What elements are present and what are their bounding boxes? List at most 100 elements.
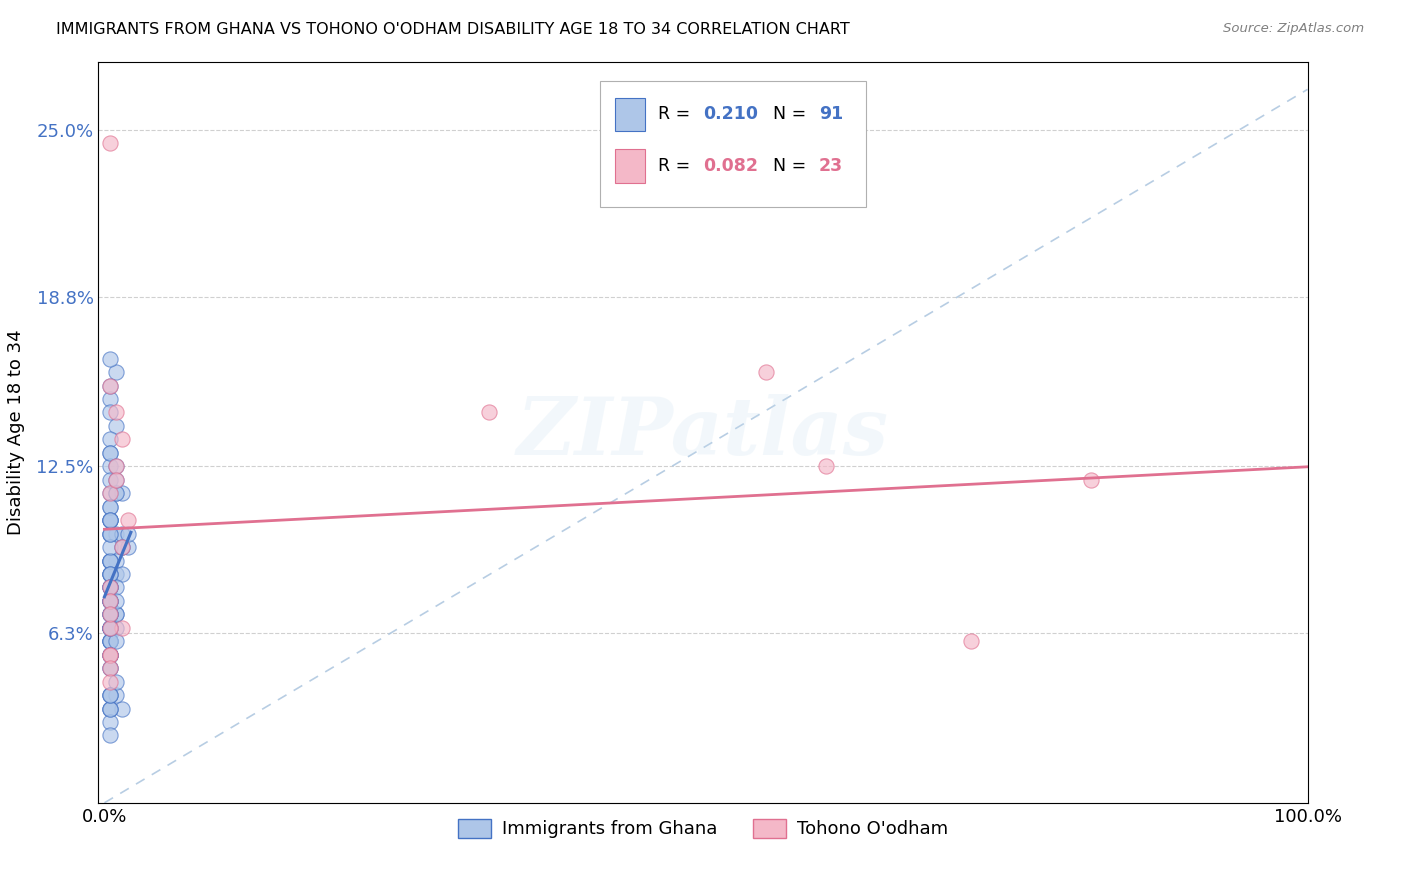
Point: [100, 701, 122, 715]
Point: [100, 378, 122, 392]
Point: [105, 607, 128, 622]
Point: [105, 566, 128, 581]
Point: [478, 405, 501, 419]
Point: [100, 621, 122, 635]
Point: [117, 513, 139, 527]
Point: [100, 621, 122, 635]
Point: [100, 594, 122, 608]
Point: [100, 701, 122, 715]
Y-axis label: Disability Age 18 to 34: Disability Age 18 to 34: [7, 330, 25, 535]
Bar: [614, 150, 645, 183]
Text: R =: R =: [658, 105, 696, 123]
Point: [100, 661, 122, 675]
Point: [111, 433, 134, 447]
Text: IMMIGRANTS FROM GHANA VS TOHONO O'ODHAM DISABILITY AGE 18 TO 34 CORRELATION CHAR: IMMIGRANTS FROM GHANA VS TOHONO O'ODHAM …: [56, 22, 851, 37]
Point: [100, 553, 122, 567]
Point: [111, 526, 134, 541]
Point: [100, 526, 122, 541]
Point: [105, 621, 128, 635]
Point: [100, 473, 122, 487]
Point: [100, 621, 122, 635]
Point: [100, 513, 122, 527]
Point: [100, 500, 122, 514]
Point: [100, 648, 122, 662]
Point: [105, 473, 128, 487]
Point: [111, 540, 134, 554]
Point: [100, 500, 122, 514]
Point: [1080, 473, 1102, 487]
Point: [100, 607, 122, 622]
Point: [100, 594, 122, 608]
Point: [100, 661, 122, 675]
Point: [111, 701, 134, 715]
Point: [105, 688, 128, 702]
Point: [755, 365, 778, 379]
Point: [100, 566, 122, 581]
Point: [100, 648, 122, 662]
Point: [100, 607, 122, 622]
Point: [100, 566, 122, 581]
Text: R =: R =: [658, 157, 696, 175]
Text: 0.082: 0.082: [703, 157, 758, 175]
Point: [100, 607, 122, 622]
Point: [100, 446, 122, 460]
Point: [100, 446, 122, 460]
Point: [100, 581, 122, 595]
Point: [100, 607, 122, 622]
Point: [100, 607, 122, 622]
Point: [105, 486, 128, 500]
Point: [815, 459, 838, 474]
Bar: [614, 97, 645, 131]
Point: [100, 486, 122, 500]
Point: [100, 351, 122, 366]
Point: [105, 607, 128, 622]
Text: N =: N =: [773, 105, 811, 123]
Point: [105, 581, 128, 595]
Point: [100, 594, 122, 608]
Point: [100, 648, 122, 662]
Point: [100, 486, 122, 500]
Point: [111, 486, 134, 500]
FancyBboxPatch shape: [600, 81, 866, 207]
Point: [959, 634, 981, 648]
Point: [100, 648, 122, 662]
Point: [100, 566, 122, 581]
Point: [105, 473, 128, 487]
Point: [105, 594, 128, 608]
Point: [117, 526, 139, 541]
Point: [100, 594, 122, 608]
Point: [100, 621, 122, 635]
Point: [100, 621, 122, 635]
Point: [100, 392, 122, 406]
Point: [100, 553, 122, 567]
Point: [105, 526, 128, 541]
Point: [100, 405, 122, 419]
Text: 91: 91: [820, 105, 844, 123]
Point: [100, 648, 122, 662]
Point: [111, 566, 134, 581]
Point: [100, 459, 122, 474]
Legend: Immigrants from Ghana, Tohono O'odham: Immigrants from Ghana, Tohono O'odham: [451, 812, 955, 846]
Point: [100, 581, 122, 595]
Point: [100, 634, 122, 648]
Text: 23: 23: [820, 157, 844, 175]
Point: [105, 418, 128, 433]
Point: [100, 621, 122, 635]
Point: [105, 486, 128, 500]
Point: [111, 621, 134, 635]
Point: [100, 433, 122, 447]
Point: [105, 553, 128, 567]
Text: 0.210: 0.210: [703, 105, 758, 123]
Point: [100, 526, 122, 541]
Point: [105, 459, 128, 474]
Point: [105, 459, 128, 474]
Point: [100, 581, 122, 595]
Text: ZIPatlas: ZIPatlas: [517, 394, 889, 471]
Text: N =: N =: [773, 157, 811, 175]
Point: [111, 540, 134, 554]
Point: [111, 540, 134, 554]
Point: [100, 648, 122, 662]
Point: [100, 513, 122, 527]
Point: [105, 674, 128, 689]
Point: [100, 594, 122, 608]
